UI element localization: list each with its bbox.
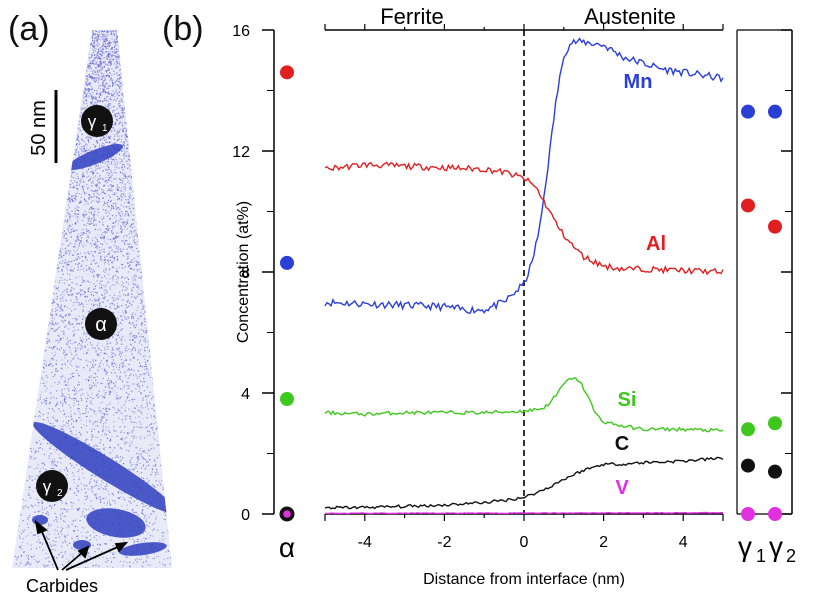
x-tick-label: 4: [679, 534, 688, 551]
gamma2-axis-label: γ: [769, 531, 783, 562]
x-tick-label: -4: [358, 534, 372, 551]
x-tick-label: -2: [437, 534, 451, 551]
series-label-si: Si: [618, 389, 637, 411]
precipitates: [32, 144, 172, 556]
gamma2-precipitate: [32, 422, 172, 514]
bulk-point-gamma2-v: [768, 507, 782, 521]
gamma1-axis-label: γ: [738, 531, 752, 562]
bulk-point-alpha-si: [280, 392, 294, 407]
panel-a-label: (a): [8, 10, 50, 48]
alpha-marker: [85, 308, 117, 340]
region-label-ferrite: Ferrite: [380, 4, 444, 29]
carbide-arrows: [34, 519, 129, 571]
bulk-point-alpha-v: [280, 507, 294, 521]
region-label-austenite: Austenite: [584, 4, 676, 29]
bulk-point-alpha-mn: [280, 255, 294, 270]
x-tick-label: 0: [520, 534, 529, 551]
series-line-v: [325, 511, 724, 515]
axis-ticks: [262, 24, 792, 521]
series-line-mn: [324, 37, 724, 314]
carbides-label: Carbides: [26, 576, 98, 596]
y-tick-label: 8: [241, 265, 250, 282]
bulk-point-gamma1-si: [741, 422, 755, 437]
gamma2-label-sub: 2: [57, 488, 63, 499]
bulk-point-gamma2-c: [768, 464, 782, 479]
axis-frames: [273, 29, 793, 515]
gamma2-axis-sub: 2: [786, 546, 796, 566]
series-line-si: [324, 377, 724, 433]
gamma2-marker: [36, 470, 68, 502]
gamma1-marker: [81, 105, 113, 137]
scale-bar-label: 50 nm: [28, 100, 50, 156]
series-lines: [324, 37, 724, 515]
series-label-v: V: [615, 477, 629, 499]
bulk-point-gamma1-al: [741, 198, 755, 213]
alpha-axis-label: α: [279, 532, 295, 563]
x-tick-label: 2: [599, 534, 608, 551]
carbide-precipitate: [86, 508, 146, 538]
gamma1-axis-sub: 1: [756, 546, 766, 566]
y-axis-label: Concentration (at%): [235, 201, 252, 343]
gamma2-label-base: γ: [43, 477, 52, 496]
x-axis-label: Distance from interface (nm): [423, 571, 625, 588]
series-label-al: Al: [646, 233, 666, 255]
y-tick-label: 0: [241, 507, 250, 524]
bulk-point-alpha-al: [280, 65, 294, 80]
gamma1-label-base: γ: [88, 112, 97, 131]
y-tick-label: 16: [232, 23, 250, 40]
bulk-point-gamma2-mn: [768, 104, 782, 119]
bulk-point-gamma1-mn: [741, 104, 755, 119]
carbide-precipitate: [119, 542, 167, 556]
series-label-c: C: [615, 433, 629, 455]
y-tick-label: 4: [241, 386, 250, 403]
series-line-c: [324, 456, 724, 510]
gamma1-precipitate: [67, 144, 123, 170]
bulk-points: [279, 65, 782, 522]
bulk-point-gamma1-v: [741, 507, 755, 521]
y-tick-label: 12: [232, 144, 250, 161]
series-label-mn: Mn: [624, 71, 653, 93]
bulk-point-gamma2-al: [768, 219, 782, 234]
panel-b-label: (b): [162, 10, 204, 48]
bulk-point-gamma2-si: [768, 416, 782, 431]
bulk-point-gamma1-c: [741, 458, 755, 473]
apt-reconstruction: 50 nm γ 1 α γ 2 Carbides: [12, 30, 172, 596]
alpha-label: α: [95, 314, 107, 336]
gamma1-label-sub: 1: [102, 123, 108, 134]
series-line-al: [324, 161, 724, 276]
atom-point-cloud: [14, 30, 172, 568]
